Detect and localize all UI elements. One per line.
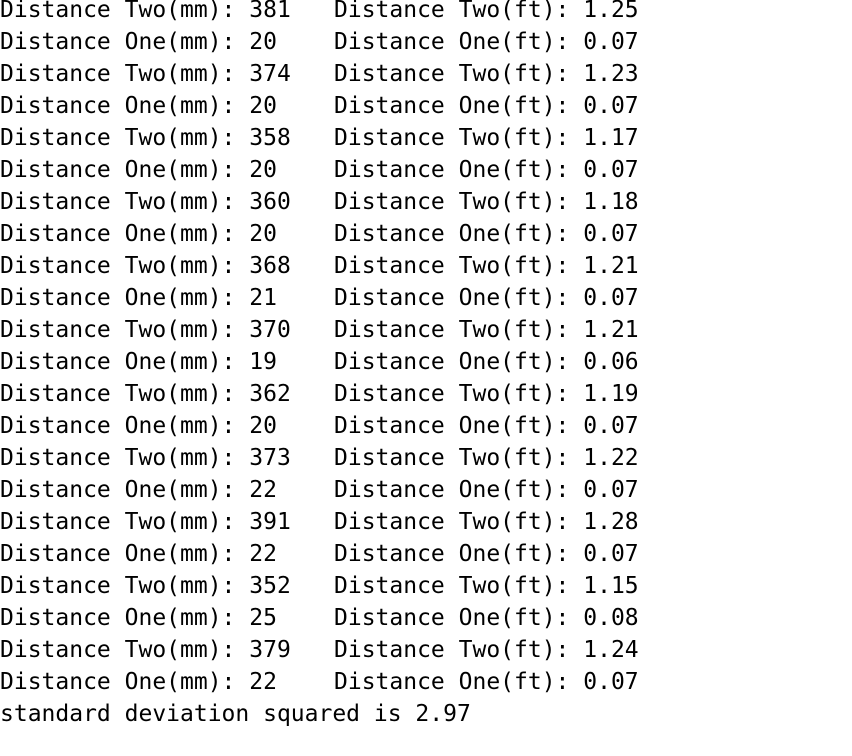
mm-reading: Distance Two(mm): 391: [0, 509, 291, 535]
ft-reading: Distance Two(ft): 1.21: [334, 317, 639, 343]
ft-reading: Distance Two(ft): 1.15: [334, 573, 639, 599]
mm-reading: Distance One(mm): 22: [0, 477, 277, 503]
mm-reading: Distance One(mm): 20: [0, 29, 277, 55]
ft-reading: Distance Two(ft): 1.24: [334, 637, 639, 663]
output-line: Distance One(mm): 20 Distance One(ft): 0.…: [0, 410, 639, 442]
mm-reading: Distance One(mm): 20: [0, 413, 277, 439]
output-line: Distance Two(mm): 379 Distance Two(ft): 1…: [0, 634, 639, 666]
output-line: Distance One(mm): 20 Distance One(ft): 0.…: [0, 218, 639, 250]
ft-reading: Distance Two(ft): 1.28: [334, 509, 639, 535]
mm-reading: Distance One(mm): 20: [0, 157, 277, 183]
mm-reading: Distance One(mm): 20: [0, 93, 277, 119]
mm-reading: Distance Two(mm): 360: [0, 189, 291, 215]
output-line: Distance One(mm): 20 Distance One(ft): 0.…: [0, 90, 639, 122]
mm-reading: Distance One(mm): 25: [0, 605, 277, 631]
mm-reading: Distance One(mm): 21: [0, 285, 277, 311]
output-line: Distance One(mm): 22 Distance One(ft): 0.…: [0, 474, 639, 506]
output-line: Distance Two(mm): 373 Distance Two(ft): 1…: [0, 442, 639, 474]
mm-reading: Distance One(mm): 22: [0, 541, 277, 567]
output-line: Distance One(mm): 21 Distance One(ft): 0.…: [0, 282, 639, 314]
ft-reading: Distance One(ft): 0.07: [334, 477, 639, 503]
ft-reading: Distance Two(ft): 1.19: [334, 381, 639, 407]
mm-reading: Distance One(mm): 20: [0, 221, 277, 247]
output-line: Distance One(mm): 20 Distance One(ft): 0.…: [0, 154, 639, 186]
output-line: Distance Two(mm): 370 Distance Two(ft): 1…: [0, 314, 639, 346]
ft-reading: Distance One(ft): 0.07: [334, 93, 639, 119]
output-line: Distance One(mm): 22 Distance One(ft): 0.…: [0, 666, 639, 698]
output-line: Distance One(mm): 19 Distance One(ft): 0.…: [0, 346, 639, 378]
ft-reading: Distance One(ft): 0.06: [334, 349, 639, 375]
output-line: Distance Two(mm): 391 Distance Two(ft): 1…: [0, 506, 639, 538]
output-line: Distance Two(mm): 362 Distance Two(ft): 1…: [0, 378, 639, 410]
ft-reading: Distance One(ft): 0.07: [334, 541, 639, 567]
ft-reading: Distance One(ft): 0.07: [334, 157, 639, 183]
ft-reading: Distance One(ft): 0.07: [334, 413, 639, 439]
output-line: Distance Two(mm): 360 Distance Two(ft): 1…: [0, 186, 639, 218]
mm-reading: Distance One(mm): 22: [0, 669, 277, 695]
output-line: Distance One(mm): 20 Distance One(ft): 0.…: [0, 26, 639, 58]
output-line: Distance Two(mm): 381 Distance Two(ft): 1…: [0, 0, 639, 26]
output-line: Distance One(mm): 25 Distance One(ft): 0.…: [0, 602, 639, 634]
ft-reading: Distance Two(ft): 1.25: [334, 0, 639, 23]
mm-reading: Distance Two(mm): 381: [0, 0, 291, 23]
mm-reading: Distance Two(mm): 373: [0, 445, 291, 471]
mm-reading: Distance Two(mm): 368: [0, 253, 291, 279]
ft-reading: Distance One(ft): 0.07: [334, 285, 639, 311]
mm-reading: Distance Two(mm): 370: [0, 317, 291, 343]
output-line: Distance Two(mm): 368 Distance Two(ft): 1…: [0, 250, 639, 282]
mm-reading: Distance Two(mm): 352: [0, 573, 291, 599]
output-line: Distance Two(mm): 352 Distance Two(ft): 1…: [0, 570, 639, 602]
ft-reading: Distance Two(ft): 1.21: [334, 253, 639, 279]
output-line: Distance Two(mm): 358 Distance Two(ft): 1…: [0, 122, 639, 154]
ft-reading: Distance One(ft): 0.08: [334, 605, 639, 631]
mm-reading: Distance Two(mm): 374: [0, 61, 291, 87]
mm-reading: Distance One(mm): 19: [0, 349, 277, 375]
ft-reading: Distance One(ft): 0.07: [334, 29, 639, 55]
ft-reading: Distance Two(ft): 1.17: [334, 125, 639, 151]
ft-reading: Distance Two(ft): 1.22: [334, 445, 639, 471]
mm-reading: Distance Two(mm): 379: [0, 637, 291, 663]
ft-reading: Distance Two(ft): 1.18: [334, 189, 639, 215]
ft-reading: Distance One(ft): 0.07: [334, 669, 639, 695]
output-line: Distance One(mm): 22 Distance One(ft): 0.…: [0, 538, 639, 570]
ft-reading: Distance Two(ft): 1.23: [334, 61, 639, 87]
mm-reading: Distance Two(mm): 358: [0, 125, 291, 151]
ft-reading: Distance One(ft): 0.07: [334, 221, 639, 247]
output-line: Distance Two(mm): 374 Distance Two(ft): 1…: [0, 58, 639, 90]
mm-reading: Distance Two(mm): 362: [0, 381, 291, 407]
footer-line: standard deviation squared is 2.97: [0, 701, 471, 727]
